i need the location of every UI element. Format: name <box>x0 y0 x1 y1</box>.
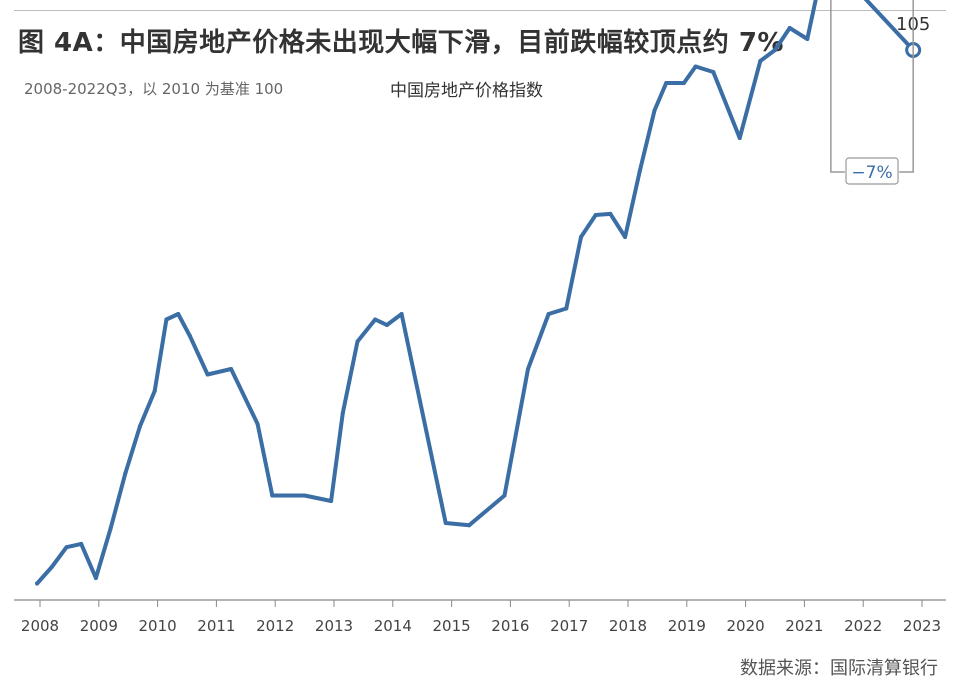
data-point <box>270 493 275 498</box>
data-point <box>137 424 142 429</box>
data-point <box>49 565 54 569</box>
data-point <box>681 81 686 85</box>
data-point <box>329 499 334 503</box>
x-tick-label: 2014 <box>374 617 412 635</box>
bracket-left <box>830 0 845 173</box>
x-tick-label: 2013 <box>315 617 353 635</box>
x-tick-label: 2009 <box>80 617 118 635</box>
data-point <box>164 317 169 322</box>
data-point <box>399 312 404 316</box>
data-point <box>443 521 448 525</box>
drop-badge <box>845 157 899 185</box>
x-tick-label: 2023 <box>903 617 941 635</box>
data-point <box>355 339 360 344</box>
data-source: 数据来源：国际清算银行 <box>740 658 938 679</box>
x-tick-label: 2021 <box>785 617 823 635</box>
data-point <box>123 471 128 476</box>
data-point <box>758 59 763 63</box>
data-point <box>108 526 113 531</box>
x-axis: 2008 2009 2010 2011 2012 2013 2014 2015 2016 2017… <box>14 599 946 635</box>
data-point <box>787 26 792 30</box>
x-tick-label: 2016 <box>491 617 529 635</box>
data-point <box>176 312 181 316</box>
data-point <box>652 108 657 113</box>
data-point <box>664 81 669 85</box>
data-point <box>255 422 260 426</box>
data-point <box>35 581 40 586</box>
x-tick-label: 2017 <box>550 617 588 635</box>
data-point <box>546 312 551 316</box>
data-point <box>340 411 345 415</box>
x-tick-label: 2008 <box>21 617 59 635</box>
data-point <box>737 136 742 140</box>
data-point <box>467 523 472 528</box>
data-point <box>608 211 613 216</box>
data-point <box>79 541 84 546</box>
data-point <box>229 367 234 371</box>
top-divider <box>14 10 946 11</box>
data-point <box>578 235 583 239</box>
chart-subtitle: 2008-2022Q3，以 2010 为基准 100 <box>24 80 284 98</box>
data-point <box>773 48 777 52</box>
data-point <box>805 37 810 41</box>
data-point <box>502 493 507 498</box>
data-point <box>711 70 716 74</box>
x-tick-label: 2018 <box>609 617 647 635</box>
series-layer <box>35 0 916 586</box>
x-tick-label: 2011 <box>197 617 235 635</box>
x-tick-label: 2010 <box>139 617 177 635</box>
data-point <box>64 545 69 550</box>
data-point <box>205 372 210 377</box>
data-point <box>593 213 598 217</box>
drop-arrow <box>899 0 914 173</box>
x-tick-label: 2019 <box>668 617 706 635</box>
data-point <box>693 64 698 69</box>
x-tick-label: 2015 <box>433 617 471 635</box>
data-point <box>93 576 98 580</box>
series-label: 中国房地产价格指数 <box>390 81 543 101</box>
series-line <box>35 0 916 586</box>
chart-title: 图 4A：中国房地产价格未出现大幅下滑，目前跌幅较顶点约 7% <box>18 28 784 58</box>
annotation-layer: 113105−7% <box>830 0 930 185</box>
data-point <box>187 334 192 338</box>
data-point <box>373 317 378 322</box>
x-tick-label: 2022 <box>844 617 882 635</box>
x-tick-label: 2012 <box>256 617 294 635</box>
data-point <box>302 493 307 498</box>
drop-percent-label: −7% <box>851 163 892 183</box>
data-point <box>152 389 157 393</box>
data-point <box>623 235 628 239</box>
data-point <box>526 367 531 371</box>
x-tick-label: 2020 <box>727 617 765 635</box>
data-point <box>564 306 569 311</box>
data-point <box>637 169 642 173</box>
data-point <box>384 323 389 327</box>
